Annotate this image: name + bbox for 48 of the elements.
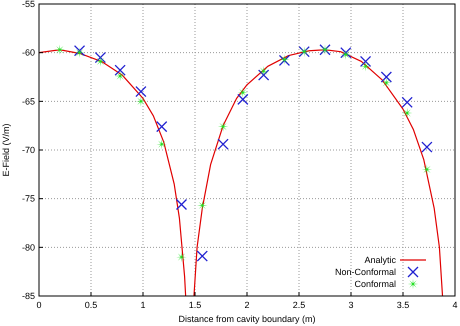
point bbox=[238, 87, 248, 98]
x-tick-label: 1 bbox=[140, 300, 146, 310]
x-tick-label: 2 bbox=[244, 300, 250, 310]
point bbox=[54, 44, 66, 55]
y-axis-title: E-Field (V/m) bbox=[1, 123, 11, 177]
y-tick-label: -75 bbox=[22, 194, 35, 204]
x-tick-label: 4 bbox=[452, 300, 458, 310]
point bbox=[197, 200, 208, 211]
point bbox=[258, 69, 270, 81]
point bbox=[114, 70, 126, 82]
point bbox=[156, 120, 168, 132]
point bbox=[114, 64, 126, 76]
x-axis-title: Distance from cavity boundary (m) bbox=[178, 314, 316, 324]
point bbox=[217, 138, 229, 150]
y-tick-label: -60 bbox=[22, 48, 35, 58]
y-tick-label: -65 bbox=[22, 96, 35, 106]
point bbox=[176, 252, 187, 262]
point bbox=[402, 96, 413, 108]
point bbox=[381, 78, 392, 88]
point bbox=[421, 141, 433, 153]
point bbox=[196, 250, 208, 262]
point bbox=[402, 108, 412, 118]
point bbox=[380, 71, 392, 83]
x-tick-label: 2.5 bbox=[292, 300, 306, 310]
x-tick-label: 0 bbox=[36, 300, 42, 310]
point bbox=[156, 138, 167, 150]
legend-label: Non-Conformal bbox=[334, 267, 396, 277]
legend-label: Analytic bbox=[364, 255, 396, 265]
point bbox=[136, 96, 146, 107]
y-tick-label: -85 bbox=[22, 291, 35, 301]
y-tick-label: -70 bbox=[22, 145, 35, 155]
point bbox=[176, 198, 188, 210]
point bbox=[258, 66, 269, 76]
legend-label: Conformal bbox=[354, 279, 396, 289]
point bbox=[360, 61, 371, 72]
y-tick-label: -80 bbox=[22, 242, 35, 252]
point bbox=[95, 56, 106, 67]
point bbox=[422, 164, 432, 175]
point bbox=[237, 94, 248, 106]
point bbox=[94, 52, 106, 64]
point bbox=[218, 121, 228, 132]
x-tick-label: 3.5 bbox=[396, 300, 410, 310]
x-tick-label: 3 bbox=[348, 300, 354, 310]
x-tick-label: 1.5 bbox=[188, 300, 202, 310]
point bbox=[135, 86, 147, 98]
y-tick-label: -55 bbox=[22, 0, 35, 9]
point bbox=[360, 56, 372, 68]
x-tick-label: 0.5 bbox=[84, 300, 98, 310]
